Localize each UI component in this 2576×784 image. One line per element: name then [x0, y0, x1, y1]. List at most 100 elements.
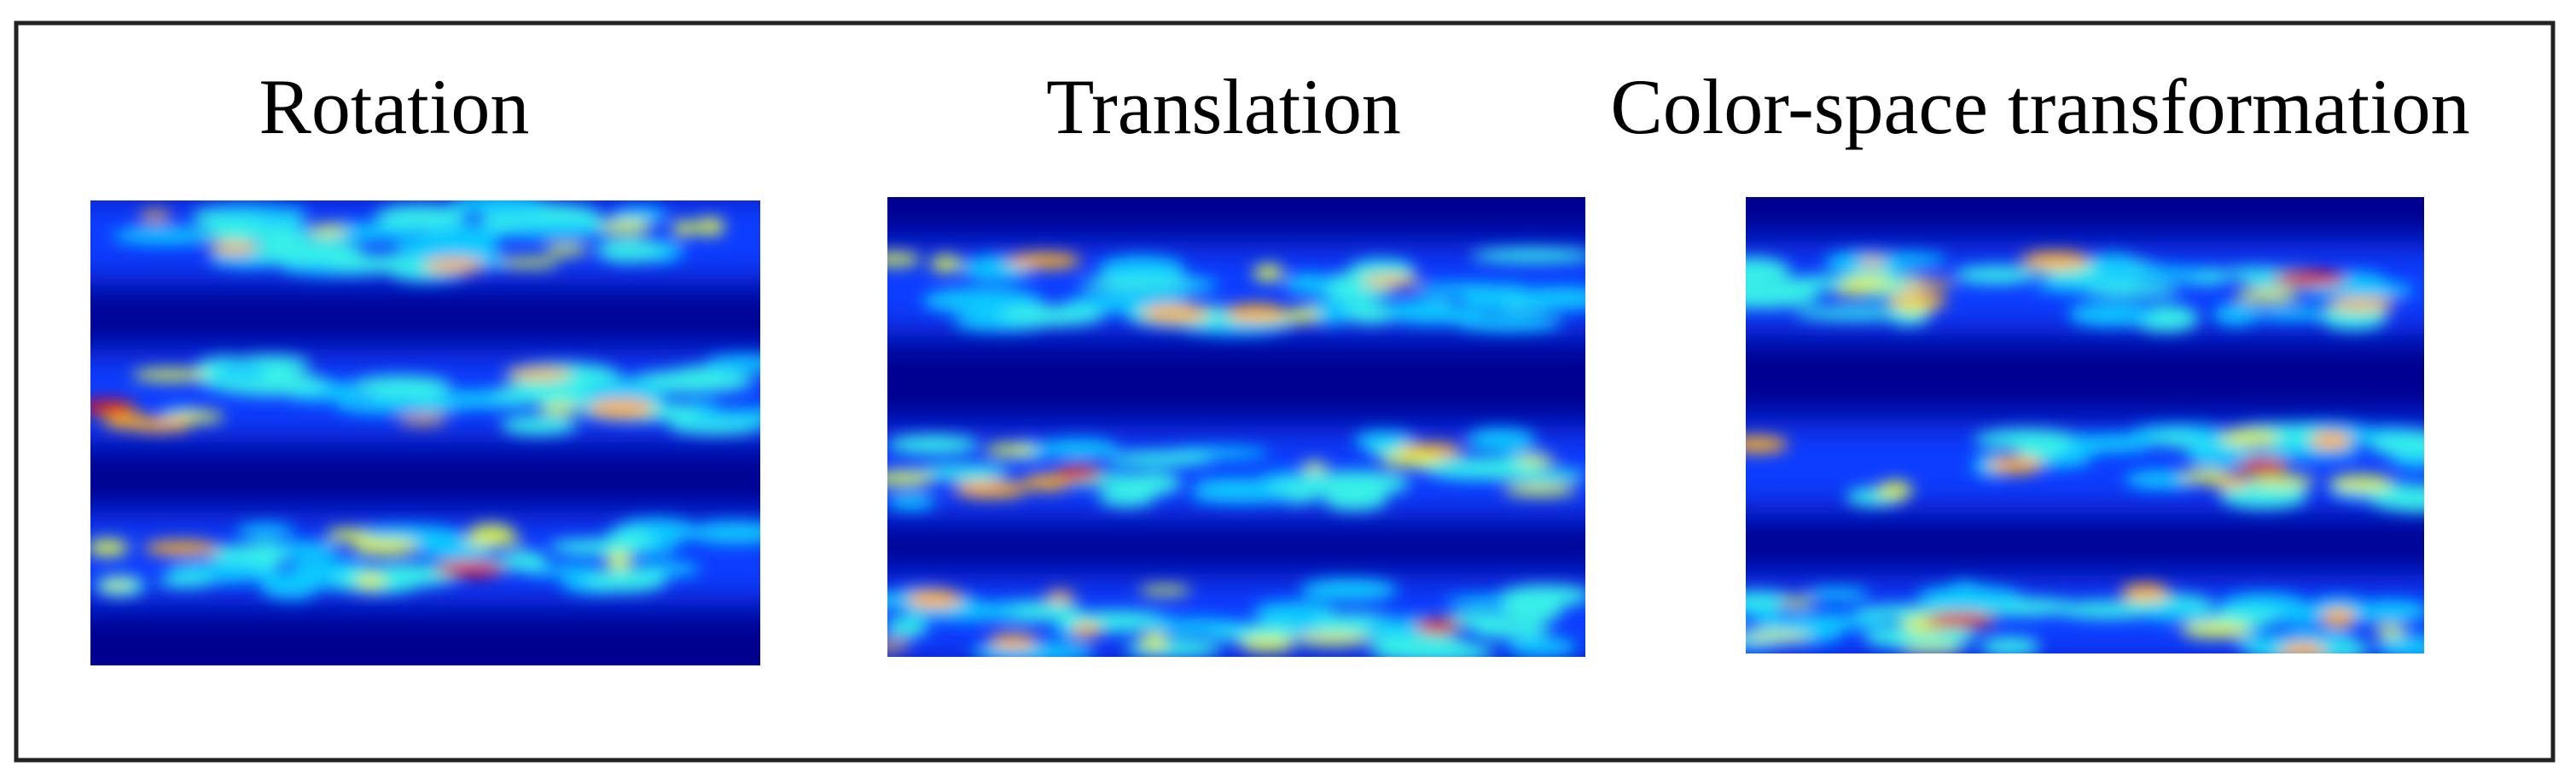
blob	[695, 218, 725, 235]
blob	[2235, 288, 2300, 303]
blob	[1022, 473, 1072, 491]
blob	[501, 550, 547, 572]
blob	[1746, 436, 1788, 453]
blob	[2327, 298, 2396, 311]
blob	[468, 524, 514, 537]
blob	[505, 368, 573, 380]
blob	[1515, 455, 1556, 466]
blob	[601, 220, 652, 234]
blob	[356, 572, 386, 589]
blob	[2082, 283, 2182, 298]
blob	[606, 551, 632, 570]
blob	[157, 574, 215, 588]
blob	[423, 258, 486, 273]
blob	[1924, 613, 1996, 629]
blob	[1746, 258, 1790, 285]
blob	[236, 524, 295, 537]
blob	[1470, 248, 1585, 263]
blob	[1253, 601, 1335, 622]
blob	[352, 537, 419, 556]
blob	[906, 589, 963, 608]
blob	[1502, 596, 1563, 624]
blob	[1225, 304, 1287, 321]
blob	[929, 255, 962, 273]
blob	[1300, 578, 1398, 601]
blob	[1863, 624, 1976, 649]
blob	[1283, 273, 1335, 294]
blob	[1303, 470, 1410, 497]
blob	[699, 408, 760, 424]
blob	[1006, 253, 1082, 269]
blob	[2178, 469, 2231, 484]
blob	[1834, 287, 1869, 296]
blob	[596, 238, 663, 263]
blob	[1428, 640, 1480, 657]
blob	[673, 366, 720, 383]
blob	[2213, 304, 2260, 325]
blob	[2329, 474, 2394, 491]
blob	[334, 397, 432, 414]
blob	[2141, 606, 2207, 622]
blob	[1503, 484, 1577, 497]
blob	[90, 538, 129, 557]
blob	[1381, 452, 1441, 467]
blob	[2053, 601, 2165, 619]
blob	[1943, 581, 1987, 608]
blob	[139, 211, 172, 221]
blob	[1954, 265, 2038, 284]
blob	[1301, 462, 1329, 473]
blob	[918, 464, 1012, 478]
blob	[309, 224, 348, 236]
blob	[1189, 489, 1294, 503]
blob	[988, 634, 1038, 649]
blob	[523, 564, 602, 578]
blob	[1445, 611, 1509, 628]
blob	[1141, 618, 1250, 635]
blob	[1071, 623, 1102, 637]
blob	[2302, 281, 2416, 299]
blob	[1038, 438, 1119, 459]
blob	[887, 493, 936, 510]
blob	[1780, 596, 1814, 607]
blob	[1876, 480, 1913, 500]
blob	[499, 258, 561, 268]
blob	[450, 200, 548, 216]
blob	[887, 252, 921, 266]
blob	[887, 617, 928, 638]
blob	[90, 399, 137, 415]
blob	[2067, 302, 2154, 327]
blob	[953, 480, 1028, 498]
blob	[672, 221, 698, 236]
blob	[463, 532, 522, 547]
blob	[1253, 264, 1284, 282]
frame	[14, 20, 2556, 763]
blob	[1079, 276, 1195, 291]
blob	[984, 444, 1038, 457]
blob	[1240, 636, 1296, 653]
blob	[1345, 301, 1398, 324]
blob	[1509, 287, 1585, 311]
blob	[705, 355, 760, 373]
blob	[1987, 456, 2044, 474]
blob	[1506, 637, 1578, 657]
blob	[491, 384, 593, 404]
blob	[2219, 429, 2279, 447]
blob	[1455, 314, 1563, 332]
blob	[434, 560, 506, 577]
blob	[241, 541, 288, 568]
heatmap-blobs	[90, 200, 760, 600]
blob	[1974, 431, 2053, 448]
blob	[1466, 428, 1537, 451]
blob	[2180, 621, 2252, 639]
blob	[1097, 256, 1186, 282]
blob	[131, 369, 209, 382]
blob	[1899, 303, 1933, 314]
blob	[2249, 306, 2340, 321]
blob	[209, 206, 310, 219]
blob	[1794, 306, 1916, 320]
blob	[1283, 308, 1321, 323]
blob	[1323, 490, 1387, 511]
blob	[398, 415, 448, 425]
blob	[500, 415, 579, 435]
